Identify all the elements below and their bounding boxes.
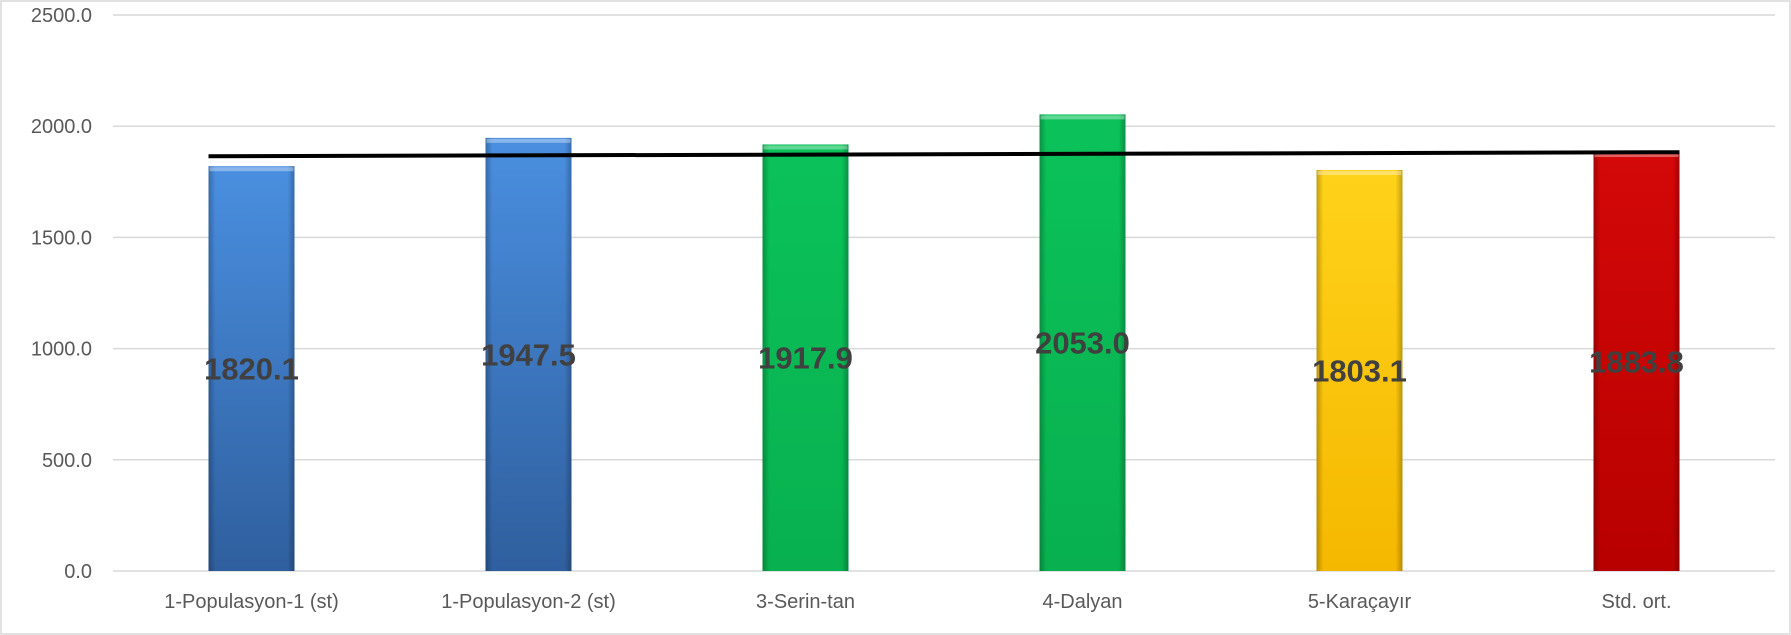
data-label-6: 1883.8 — [1589, 345, 1684, 380]
bar-2-bevel — [485, 137, 572, 571]
x-category-label-3: 3-Serin-tan — [756, 591, 855, 613]
bar-4-highlight — [1040, 115, 1125, 120]
data-label-2: 1947.5 — [481, 337, 576, 372]
bars — [208, 114, 1680, 572]
x-category-label-6: Std. ort. — [1601, 591, 1671, 613]
y-tick-label: 1500.0 — [31, 227, 92, 249]
x-axis-labels: 1-Populasyon-1 (st) 1-Populasyon-2 (st) 3-… — [164, 591, 1671, 613]
bar-2-highlight — [486, 138, 571, 143]
trendline-group — [208, 150, 1680, 159]
bar-1-bevel — [208, 166, 295, 571]
bar-6-bevel — [1593, 152, 1680, 571]
data-labels: 1820.1 1947.5 1917.9 2053.0 1803.1 1883.8 — [204, 326, 1684, 389]
data-label-1: 1820.1 — [204, 352, 299, 387]
data-label-5: 1803.1 — [1312, 353, 1407, 388]
data-label-4: 2053.0 — [1035, 326, 1130, 361]
y-axis-labels: 0.0 500.0 1000.0 1500.0 2000.0 2500.0 — [31, 5, 92, 583]
bar-3-bevel — [762, 144, 849, 571]
x-category-label-2: 1-Populasyon-2 (st) — [441, 591, 616, 613]
gridlines — [113, 14, 1775, 572]
x-category-label-1: 1-Populasyon-1 (st) — [164, 591, 339, 613]
y-tick-label: 2500.0 — [31, 5, 92, 27]
y-tick-label: 2000.0 — [31, 116, 92, 138]
bar-6-highlight — [1594, 153, 1679, 158]
bar-1-highlight — [209, 167, 294, 172]
bar-5-bevel — [1316, 169, 1403, 572]
bar-4-bevel — [1039, 114, 1126, 571]
x-category-label-5: 5-Karaçayır — [1308, 591, 1412, 613]
y-tick-label: 0.0 — [64, 561, 92, 583]
y-tick-label: 500.0 — [42, 450, 92, 472]
x-category-label-4: 4-Dalyan — [1042, 591, 1122, 613]
data-label-3: 1917.9 — [758, 341, 853, 376]
trendline — [208, 150, 1680, 159]
y-tick-label: 1000.0 — [31, 339, 92, 361]
bar-5-highlight — [1317, 170, 1402, 175]
bar-3-highlight — [763, 145, 848, 150]
